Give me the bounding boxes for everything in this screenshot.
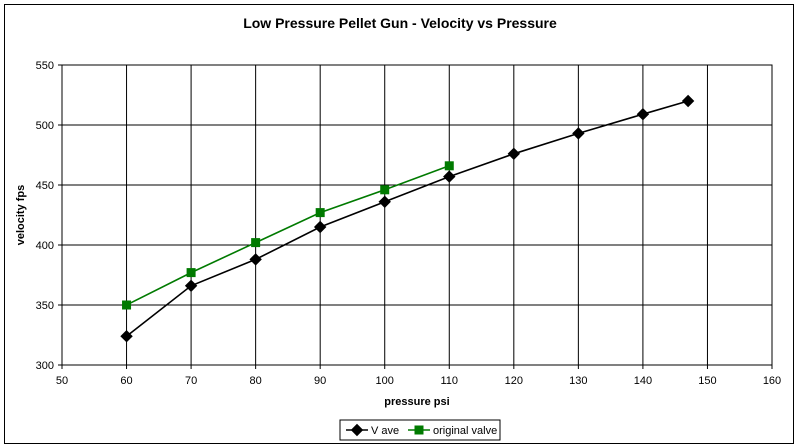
data-point-v-ave bbox=[681, 94, 695, 108]
x-tick-label: 130 bbox=[569, 375, 587, 387]
ticks: 50 60 70 80 90 100 110 120 130 140 150 160 300 350 400… bbox=[36, 60, 782, 387]
y-tick-label: 350 bbox=[36, 300, 54, 312]
y-tick-label: 550 bbox=[36, 60, 54, 72]
data-point-v-ave bbox=[636, 107, 650, 121]
data-point-original-valve bbox=[186, 268, 196, 278]
data-point-v-ave bbox=[313, 220, 327, 234]
data-point-v-ave bbox=[249, 253, 262, 266]
series-original-valve bbox=[122, 161, 454, 310]
data-point-original-valve bbox=[380, 185, 390, 195]
x-tick-label: 120 bbox=[505, 375, 523, 387]
legend-label-v-ave: V ave bbox=[371, 425, 399, 437]
data-point-original-valve bbox=[251, 238, 261, 248]
data-point-original-valve bbox=[444, 161, 454, 171]
x-tick-label: 50 bbox=[56, 375, 68, 387]
y-tick-label: 500 bbox=[36, 120, 54, 132]
x-tick-label: 80 bbox=[250, 375, 262, 387]
data-point-v-ave bbox=[184, 279, 198, 293]
legend-label-original-valve: original valve bbox=[433, 425, 497, 437]
data-point-v-ave bbox=[378, 195, 391, 209]
y-tick-label: 300 bbox=[36, 360, 54, 372]
x-tick-label: 90 bbox=[314, 375, 326, 387]
series-line-original-valve bbox=[126, 165, 450, 306]
x-tick-label: 160 bbox=[763, 375, 781, 387]
data-point-v-ave bbox=[443, 170, 456, 183]
x-tick-label: 70 bbox=[185, 375, 197, 387]
plot-area bbox=[61, 64, 773, 366]
series-line-v-ave bbox=[126, 100, 689, 337]
x-tick-label: 60 bbox=[120, 375, 132, 387]
data-point-original-valve bbox=[122, 300, 132, 310]
x-tick-label: 100 bbox=[376, 375, 394, 387]
x-axis-label: pressure psi bbox=[384, 396, 449, 408]
y-tick-label: 400 bbox=[36, 240, 54, 252]
y-axis-label: velocity fps bbox=[15, 185, 27, 246]
legend-marker-v-ave bbox=[350, 423, 364, 437]
series bbox=[120, 94, 695, 343]
legend: V ave original valve bbox=[339, 419, 501, 441]
data-point-v-ave bbox=[572, 127, 585, 140]
y-tick-label: 450 bbox=[36, 180, 54, 192]
legend-marker-original-valve bbox=[414, 425, 424, 435]
x-tick-label: 110 bbox=[440, 375, 458, 387]
series-v-ave bbox=[120, 94, 695, 343]
chart-title: Low Pressure Pellet Gun - Velocity vs Pr… bbox=[243, 15, 557, 31]
data-point-v-ave bbox=[120, 329, 133, 343]
x-tick-label: 140 bbox=[634, 375, 652, 387]
data-point-v-ave bbox=[507, 147, 521, 161]
data-point-original-valve bbox=[315, 208, 325, 218]
x-tick-label: 150 bbox=[698, 375, 716, 387]
